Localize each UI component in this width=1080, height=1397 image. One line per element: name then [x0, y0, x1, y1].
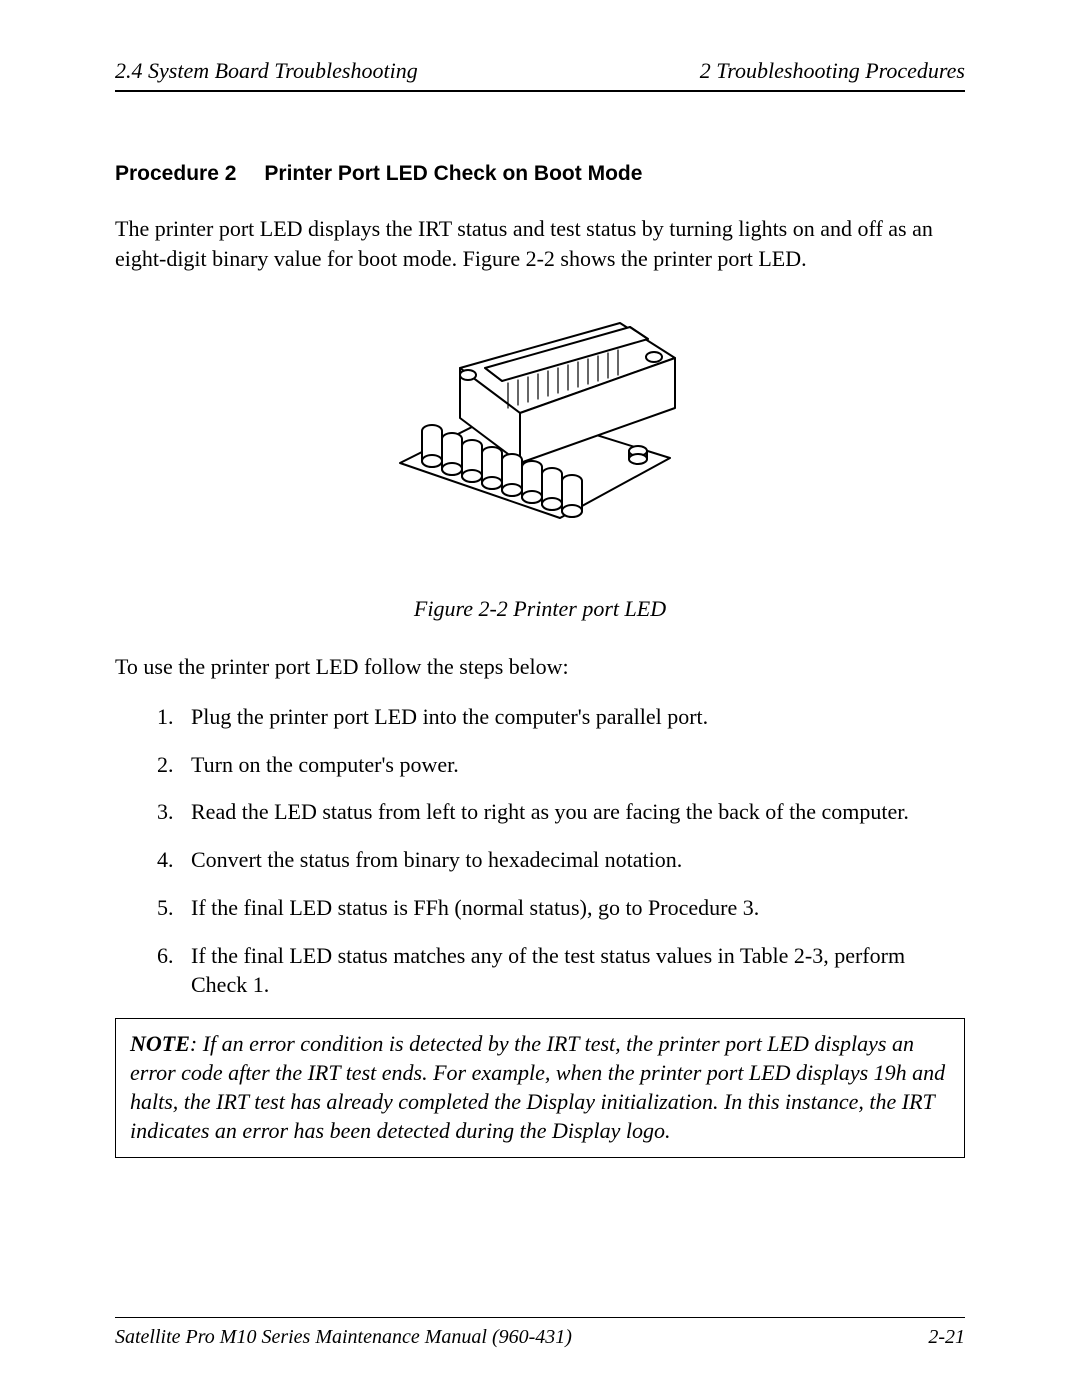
procedure-heading: Procedure 2 Printer Port LED Check on Boo…: [115, 162, 965, 186]
step-text: If the final LED status is FFh (normal s…: [191, 893, 965, 923]
page-header: 2.4 System Board Troubleshooting 2 Troub…: [115, 58, 965, 92]
footer-right: 2-21: [928, 1326, 965, 1349]
step-item: 2.Turn on the computer's power.: [157, 750, 965, 780]
step-text: If the final LED status matches any of t…: [191, 941, 965, 1000]
step-number: 6.: [157, 941, 191, 1000]
page-footer: Satellite Pro M10 Series Maintenance Man…: [115, 1317, 965, 1349]
footer-left: Satellite Pro M10 Series Maintenance Man…: [115, 1326, 572, 1349]
step-text: Turn on the computer's power.: [191, 750, 965, 780]
figure: [115, 313, 965, 528]
intro-paragraph: The printer port LED displays the IRT st…: [115, 214, 965, 273]
step-item: 5.If the final LED status is FFh (normal…: [157, 893, 965, 923]
steps-lead-in: To use the printer port LED follow the s…: [115, 652, 965, 682]
step-number: 4.: [157, 845, 191, 875]
step-item: 4.Convert the status from binary to hexa…: [157, 845, 965, 875]
procedure-title: Printer Port LED Check on Boot Mode: [264, 162, 642, 185]
step-text: Convert the status from binary to hexade…: [191, 845, 965, 875]
steps-list: 1.Plug the printer port LED into the com…: [157, 702, 965, 1000]
note-text: : If an error condition is detected by t…: [130, 1031, 945, 1143]
step-number: 5.: [157, 893, 191, 923]
page: 2.4 System Board Troubleshooting 2 Troub…: [0, 0, 1080, 1158]
step-item: 6.If the final LED status matches any of…: [157, 941, 965, 1000]
step-number: 1.: [157, 702, 191, 732]
printer-port-led-illustration: [390, 313, 690, 523]
procedure-number: Procedure 2: [115, 162, 236, 185]
step-item: 3.Read the LED status from left to right…: [157, 797, 965, 827]
note-box: NOTE: If an error condition is detected …: [115, 1018, 965, 1158]
note-label: NOTE: [130, 1031, 190, 1056]
figure-caption: Figure 2-2 Printer port LED: [115, 596, 965, 622]
step-item: 1.Plug the printer port LED into the com…: [157, 702, 965, 732]
step-text: Read the LED status from left to right a…: [191, 797, 965, 827]
step-number: 3.: [157, 797, 191, 827]
header-left: 2.4 System Board Troubleshooting: [115, 58, 418, 84]
step-number: 2.: [157, 750, 191, 780]
header-right: 2 Troubleshooting Procedures: [700, 58, 965, 84]
step-text: Plug the printer port LED into the compu…: [191, 702, 965, 732]
